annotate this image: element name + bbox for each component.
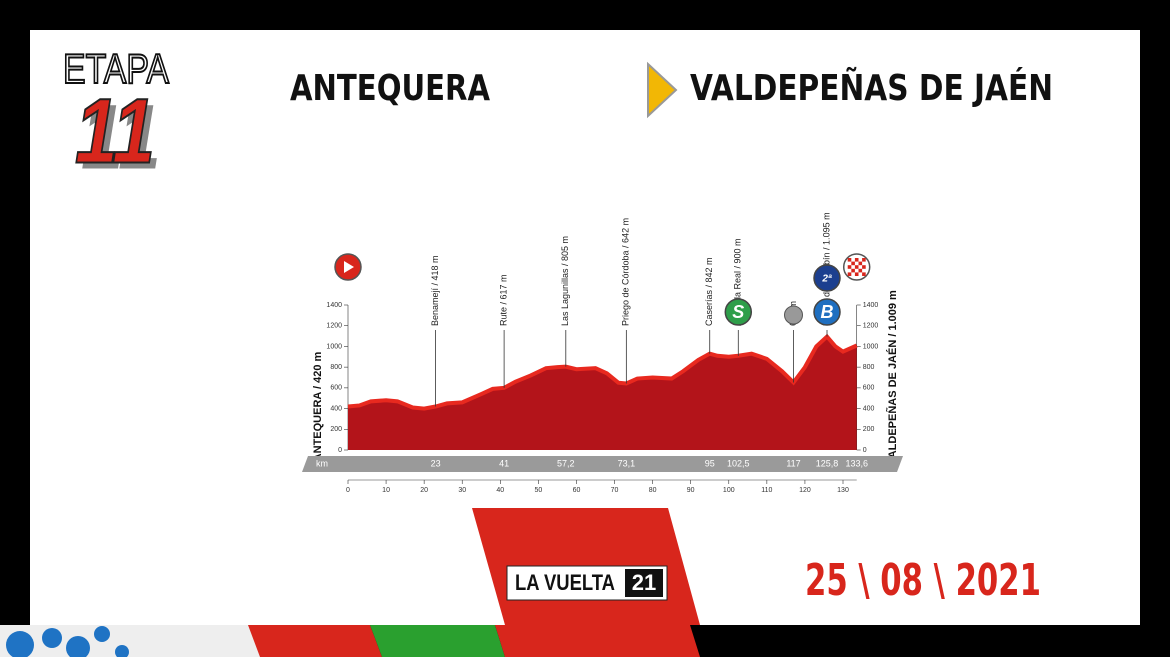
badge bbox=[724, 298, 753, 326]
waypoint-km: 73,1 bbox=[618, 458, 636, 468]
y-tick-label: 800 bbox=[330, 364, 342, 371]
km-label: km bbox=[316, 458, 328, 468]
x-tick-label: 100 bbox=[723, 487, 735, 494]
waypoint-km: 95 bbox=[705, 458, 715, 468]
brand-year: 21 bbox=[632, 570, 656, 595]
start-arrow bbox=[344, 261, 354, 273]
finish-check bbox=[862, 265, 866, 269]
x-tick-label: 50 bbox=[534, 487, 542, 494]
y-tick-label-right: 200 bbox=[863, 426, 875, 433]
x-tick-label: 120 bbox=[799, 487, 811, 494]
waypoint-name: Rute / 617 m bbox=[498, 274, 508, 326]
waypoint-km: 102,5 bbox=[727, 458, 750, 468]
waypoint-km: 57,2 bbox=[557, 458, 575, 468]
waypoint-km: 23 bbox=[431, 458, 441, 468]
x-tick-label: 130 bbox=[837, 487, 849, 494]
footer-band bbox=[0, 625, 260, 657]
y-tick-label: 0 bbox=[338, 447, 342, 454]
waypoint-name: Priego de Córdoba / 642 m bbox=[621, 218, 631, 326]
y-tick-label-right: 600 bbox=[863, 385, 875, 392]
waypoint-km: 125,8 bbox=[816, 458, 839, 468]
x-tick-label: 10 bbox=[382, 487, 390, 494]
x-tick-label: 40 bbox=[496, 487, 504, 494]
stage-number: 11 bbox=[75, 80, 155, 182]
y-tick-label: 1400 bbox=[326, 302, 342, 309]
finish-check bbox=[862, 272, 866, 276]
x-tick-label: 30 bbox=[458, 487, 466, 494]
profile-edge bbox=[347, 333, 858, 411]
brand-year-box bbox=[625, 569, 663, 597]
date: 25 \ 08 \ 2021 bbox=[805, 555, 1041, 606]
y-tick-label-right: 1000 bbox=[863, 343, 879, 350]
finish-check bbox=[851, 261, 855, 266]
footer-green bbox=[370, 625, 505, 657]
badge-text: S bbox=[732, 302, 744, 322]
finish-check bbox=[847, 265, 852, 269]
finish-label: VALDEPEÑAS DE JAÉN / 1.009 m bbox=[886, 290, 899, 465]
y-tick-label: 1200 bbox=[326, 323, 342, 330]
finish-check bbox=[862, 258, 866, 262]
dot bbox=[115, 645, 129, 657]
profile-area bbox=[348, 336, 857, 450]
waypoint-km: 133,6 bbox=[845, 458, 868, 468]
dot bbox=[6, 631, 34, 657]
finish-check bbox=[847, 258, 852, 262]
waypoint-km: 41 bbox=[499, 458, 509, 468]
badge-text: B bbox=[821, 302, 834, 322]
y-tick-label-right: 400 bbox=[863, 405, 875, 412]
finish-check bbox=[854, 265, 859, 269]
stage-number-shadow: 11 bbox=[81, 86, 161, 188]
brand-name: LA VUELTA bbox=[515, 570, 615, 595]
dot bbox=[66, 636, 90, 657]
arrow-icon bbox=[647, 61, 678, 119]
stage-word: ETAPA bbox=[63, 45, 169, 92]
x-tick-label: 80 bbox=[649, 487, 657, 494]
x-tick-label: 0 bbox=[346, 487, 350, 494]
y-tick-label: 600 bbox=[330, 385, 342, 392]
finish-check bbox=[854, 258, 859, 262]
x-tick-label: 20 bbox=[420, 487, 428, 494]
y-tick-label-right: 1200 bbox=[863, 323, 879, 330]
y-tick-label-right: 800 bbox=[863, 364, 875, 371]
x-tick-label: 60 bbox=[573, 487, 581, 494]
y-tick-label: 1000 bbox=[326, 343, 342, 350]
start-label: ANTEQUERA / 420 m bbox=[312, 351, 324, 461]
x-tick-label: 90 bbox=[687, 487, 695, 494]
waypoint-name: Caserías / 842 m bbox=[704, 257, 714, 326]
finish-check bbox=[847, 272, 852, 276]
x-tick-label: 70 bbox=[611, 487, 619, 494]
finish-check bbox=[851, 268, 855, 273]
footer-red bbox=[248, 625, 382, 657]
badge bbox=[813, 298, 841, 326]
footer-red2 bbox=[495, 625, 700, 657]
waypoint-name: Benamejí / 418 m bbox=[430, 255, 440, 326]
finish-check bbox=[854, 272, 859, 276]
y-tick-label: 200 bbox=[330, 426, 342, 433]
finish-check bbox=[858, 268, 863, 273]
waypoint-km: 117 bbox=[786, 458, 800, 468]
start-city: ANTEQUERA bbox=[290, 68, 490, 109]
x-tick-label: 110 bbox=[761, 487, 772, 494]
waypoint-name: Alcalá la Real / 900 m bbox=[733, 238, 743, 326]
finish-check bbox=[858, 261, 863, 266]
dot bbox=[94, 626, 110, 642]
waypoint-name: Las Lagunillas / 805 m bbox=[560, 236, 570, 326]
y-tick-label-right: 0 bbox=[863, 447, 867, 454]
badge bbox=[813, 264, 841, 292]
dot bbox=[42, 628, 62, 648]
y-tick-label: 400 bbox=[330, 405, 342, 412]
km-band bbox=[302, 456, 903, 472]
finish-city: VALDEPEÑAS DE JAÉN bbox=[690, 67, 1053, 109]
y-tick-label-right: 1400 bbox=[863, 302, 879, 309]
climb-icon bbox=[784, 305, 803, 325]
badge-text: 2ª bbox=[821, 274, 832, 285]
